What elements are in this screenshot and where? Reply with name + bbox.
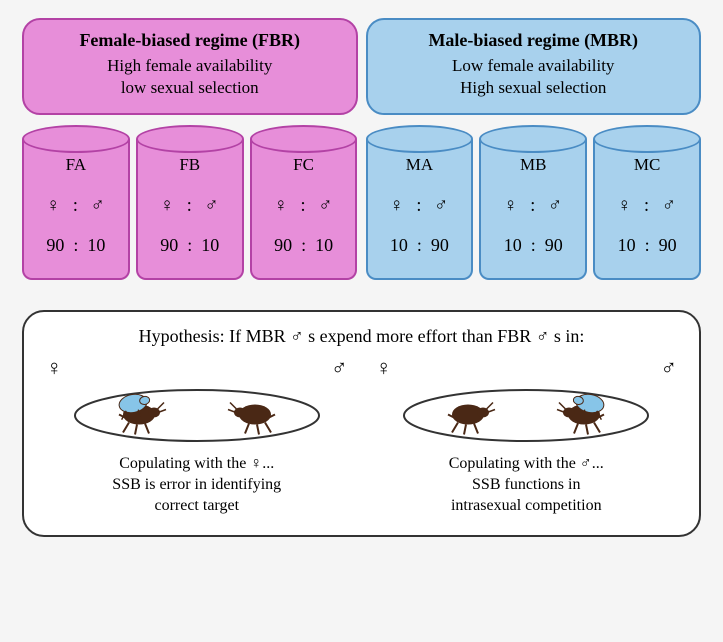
ratio-symbols: ♀ : ♂ — [366, 195, 474, 217]
ratio-values: 10 : 90 — [479, 235, 587, 256]
ratio-values: 10 : 90 — [593, 235, 701, 256]
mbr-sub2: High sexual selection — [376, 77, 692, 99]
regime-header-row: Female-biased regime (FBR) High female a… — [0, 0, 723, 115]
cylinder-label: MA — [366, 155, 474, 175]
txt: ... — [262, 455, 274, 472]
scenario-right-text: Copulating with the ♂... SSB functions i… — [372, 454, 682, 516]
cylinder-ma: MA ♀ : ♂ 10 : 90 — [366, 125, 474, 280]
female-icon: ♀ — [250, 455, 262, 472]
txt: ... — [592, 455, 604, 472]
petri-dish-icon — [67, 373, 327, 448]
fbr-cylinder-group: FA ♀ : ♂ 90 : 10 FB ♀ : ♂ 90 : 10 FC ♀ :… — [22, 125, 358, 280]
fbr-sub2: low sexual selection — [32, 77, 348, 99]
cylinder-label: FB — [136, 155, 244, 175]
fbr-regime-box: Female-biased regime (FBR) High female a… — [22, 18, 358, 115]
txt: Copulating with the — [449, 455, 580, 472]
cylinder-fa: FA ♀ : ♂ 90 : 10 — [22, 125, 130, 280]
cylinder-fc: FC ♀ : ♂ 90 : 10 — [250, 125, 358, 280]
hypothesis-title: Hypothesis: If MBR ♂ s expend more effor… — [42, 326, 681, 347]
cylinders-row: FA ♀ : ♂ 90 : 10 FB ♀ : ♂ 90 : 10 FC ♀ :… — [0, 115, 723, 280]
mbr-regime-box: Male-biased regime (MBR) Low female avai… — [366, 18, 702, 115]
scenario-row: ♀ ♂ Copulating with the ♀... SSB is erro… — [42, 355, 681, 516]
petri-dish-icon — [396, 373, 656, 448]
male-icon: ♂ — [290, 326, 304, 346]
ratio-symbols: ♀ : ♂ — [136, 195, 244, 217]
hyp-title-pre: Hypothesis: If MBR — [139, 326, 291, 346]
cylinder-label: FC — [250, 155, 358, 175]
dish-left: ♀ ♂ — [42, 355, 352, 450]
cylinder-mb: MB ♀ : ♂ 10 : 90 — [479, 125, 587, 280]
scenario-left-text: Copulating with the ♀... SSB is error in… — [42, 454, 352, 516]
female-icon: ♀ — [46, 355, 63, 381]
txt: correct target — [154, 497, 239, 514]
hypothesis-panel: Hypothesis: If MBR ♂ s expend more effor… — [22, 310, 701, 536]
cylinder-mc: MC ♀ : ♂ 10 : 90 — [593, 125, 701, 280]
male-icon: ♂ — [536, 326, 550, 346]
ratio-values: 90 : 10 — [22, 235, 130, 256]
mbr-cylinder-group: MA ♀ : ♂ 10 : 90 MB ♀ : ♂ 10 : 90 MC ♀ :… — [366, 125, 702, 280]
ratio-values: 10 : 90 — [366, 235, 474, 256]
fbr-sub1: High female availability — [32, 55, 348, 77]
cylinder-fb: FB ♀ : ♂ 90 : 10 — [136, 125, 244, 280]
txt: SSB is error in identifying — [112, 476, 281, 493]
male-icon: ♂ — [661, 355, 678, 381]
male-icon: ♂ — [580, 455, 592, 472]
txt: SSB functions in — [472, 476, 580, 493]
cylinder-label: MB — [479, 155, 587, 175]
male-icon: ♂ — [331, 355, 348, 381]
txt: intrasexual competition — [451, 497, 602, 514]
mbr-sub1: Low female availability — [376, 55, 692, 77]
ratio-symbols: ♀ : ♂ — [479, 195, 587, 217]
fbr-title: Female-biased regime (FBR) — [32, 30, 348, 51]
female-icon: ♀ — [376, 355, 393, 381]
hyp-title-mid: s expend more effort than FBR — [308, 326, 536, 346]
ratio-symbols: ♀ : ♂ — [22, 195, 130, 217]
ratio-symbols: ♀ : ♂ — [593, 195, 701, 217]
txt: Copulating with the — [119, 455, 250, 472]
cylinder-label: FA — [22, 155, 130, 175]
ratio-values: 90 : 10 — [250, 235, 358, 256]
ratio-values: 90 : 10 — [136, 235, 244, 256]
scenario-left: ♀ ♂ Copulating with the ♀... SSB is erro… — [42, 355, 352, 516]
dish-right: ♀ ♂ — [372, 355, 682, 450]
scenario-right: ♀ ♂ Copulating with the ♂... SSB functio… — [372, 355, 682, 516]
hyp-title-post: s in: — [554, 326, 585, 346]
mbr-title: Male-biased regime (MBR) — [376, 30, 692, 51]
ratio-symbols: ♀ : ♂ — [250, 195, 358, 217]
cylinder-label: MC — [593, 155, 701, 175]
